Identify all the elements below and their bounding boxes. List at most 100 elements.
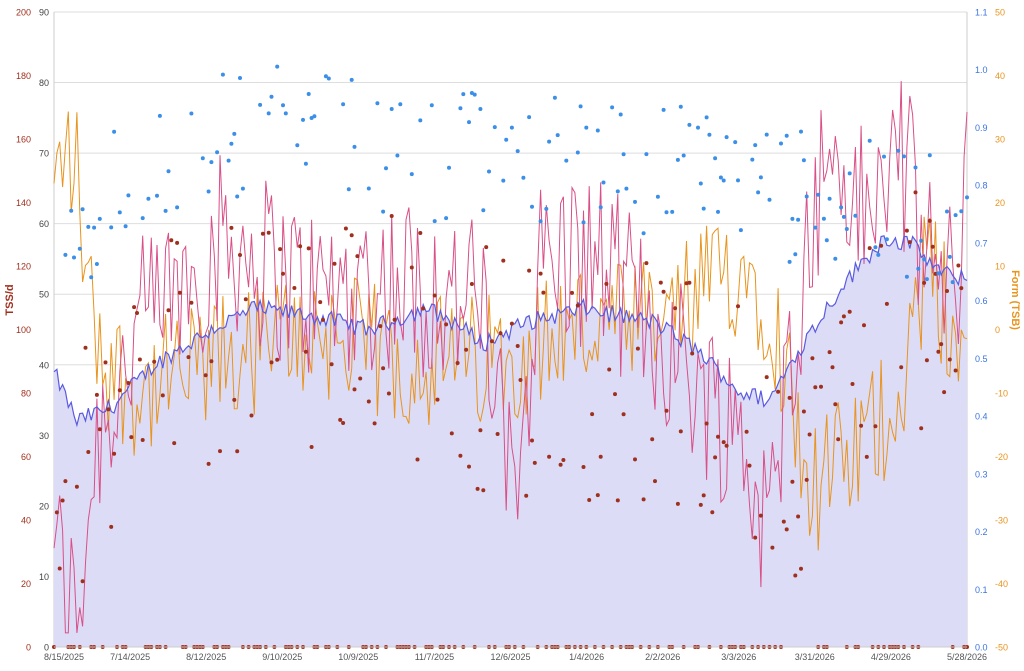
tss-tick-label: 80: [21, 389, 31, 399]
intensity-point: [581, 220, 586, 225]
tss-point: [587, 498, 592, 502]
intensity-point: [664, 210, 669, 215]
form-tick-label: -30: [995, 516, 1008, 526]
intensity-point: [821, 216, 826, 221]
tss-point: [63, 479, 68, 484]
form-tick-label: 40: [995, 71, 1005, 81]
tss-point: [321, 317, 325, 322]
tss-point: [269, 360, 274, 365]
intensity-point: [109, 225, 114, 230]
fitness-fill: [54, 235, 967, 648]
intensity-point: [555, 133, 560, 138]
tss-tick-label: 180: [16, 71, 31, 81]
intensity-point: [123, 224, 128, 229]
intensity-point: [389, 107, 394, 111]
intensity-point: [801, 158, 806, 163]
form-tick-label: -50: [995, 643, 1008, 653]
tss-axis-title: TSS/d: [4, 284, 16, 315]
fitness-tick-label: 80: [39, 78, 49, 88]
intensity-point: [936, 271, 941, 276]
tss-point: [939, 342, 944, 347]
tss-point: [919, 426, 924, 431]
tss-point: [650, 437, 655, 442]
tss-point: [103, 360, 108, 365]
intensity-tick-label: 1.0: [975, 65, 988, 75]
tss-point: [907, 240, 912, 245]
tss-point: [558, 462, 563, 467]
tss-point: [675, 501, 680, 506]
intensity-point: [467, 120, 471, 125]
intensity-point: [346, 187, 351, 192]
fitness-line: [53, 235, 968, 428]
date-tick-label: 3/3/2026: [721, 652, 756, 662]
intensity-point: [738, 228, 743, 233]
tss-point: [547, 454, 552, 459]
tss-point: [298, 244, 303, 249]
intensity-point: [945, 209, 949, 214]
tss-point: [126, 381, 131, 385]
intensity-point: [515, 149, 520, 154]
intensity-point: [326, 76, 331, 81]
intensity-point: [873, 245, 878, 250]
date-tick-label: 12/6/2025: [490, 652, 530, 662]
intensity-point: [724, 135, 729, 140]
tss-point: [177, 290, 182, 295]
intensity-point: [352, 144, 357, 149]
tss-point: [449, 431, 454, 436]
tss-axis: 0 20 40 60 80 100 120 140 160 180 200: [16, 8, 31, 653]
tss-point: [137, 357, 142, 362]
intensity-point: [527, 115, 532, 120]
intensity-point: [959, 209, 964, 214]
tss-point: [238, 253, 242, 257]
intensity-point: [157, 113, 162, 118]
tss-point: [366, 399, 371, 404]
form-tick-label: 20: [995, 198, 1005, 208]
intensity-point: [767, 197, 772, 202]
date-tick-label: 5/28/2026: [947, 652, 987, 662]
intensity-point: [721, 178, 726, 183]
intensity-point: [232, 131, 237, 136]
intensity-point: [384, 166, 388, 171]
intensity-point: [341, 102, 346, 107]
intensity-point: [89, 275, 94, 280]
intensity-point: [209, 160, 214, 165]
tss-point: [701, 493, 706, 498]
intensity-point: [166, 169, 171, 174]
date-tick-label: 8/12/2025: [186, 652, 226, 662]
intensity-point: [804, 194, 809, 199]
intensity-point: [63, 252, 68, 257]
intensity-point: [902, 154, 906, 159]
tss-point: [673, 306, 678, 311]
tss-tick-label: 60: [21, 452, 31, 462]
tss-point: [956, 263, 961, 268]
intensity-point: [756, 190, 761, 195]
intensity-point: [896, 148, 901, 153]
intensity-point: [461, 92, 466, 97]
tss-point: [74, 484, 79, 489]
intensity-point: [736, 178, 740, 183]
tss-point: [495, 432, 500, 436]
tss-point: [498, 331, 503, 336]
intensity-point: [312, 114, 317, 119]
intensity-point: [547, 139, 552, 144]
intensity-point: [924, 277, 929, 282]
intensity-tick-label: 1.1: [975, 8, 988, 18]
fitness-tick-label: 50: [39, 290, 49, 300]
form-tick-label: 10: [995, 262, 1005, 272]
tss-point: [378, 324, 383, 329]
tss-point: [169, 238, 174, 243]
intensity-point: [306, 92, 311, 96]
fitness-tick-label: 0: [44, 643, 49, 653]
tss-point: [338, 417, 343, 422]
intensity-point: [206, 189, 211, 194]
tss-point: [781, 519, 786, 524]
intensity-point: [538, 219, 543, 224]
intensity-point: [163, 208, 168, 213]
tss-point: [392, 317, 397, 322]
tss-point: [813, 385, 818, 390]
intensity-point: [824, 238, 829, 243]
fatigue-path: [53, 81, 968, 634]
tss-point: [172, 441, 177, 446]
intensity-point: [687, 122, 692, 127]
tss-point: [833, 402, 838, 407]
